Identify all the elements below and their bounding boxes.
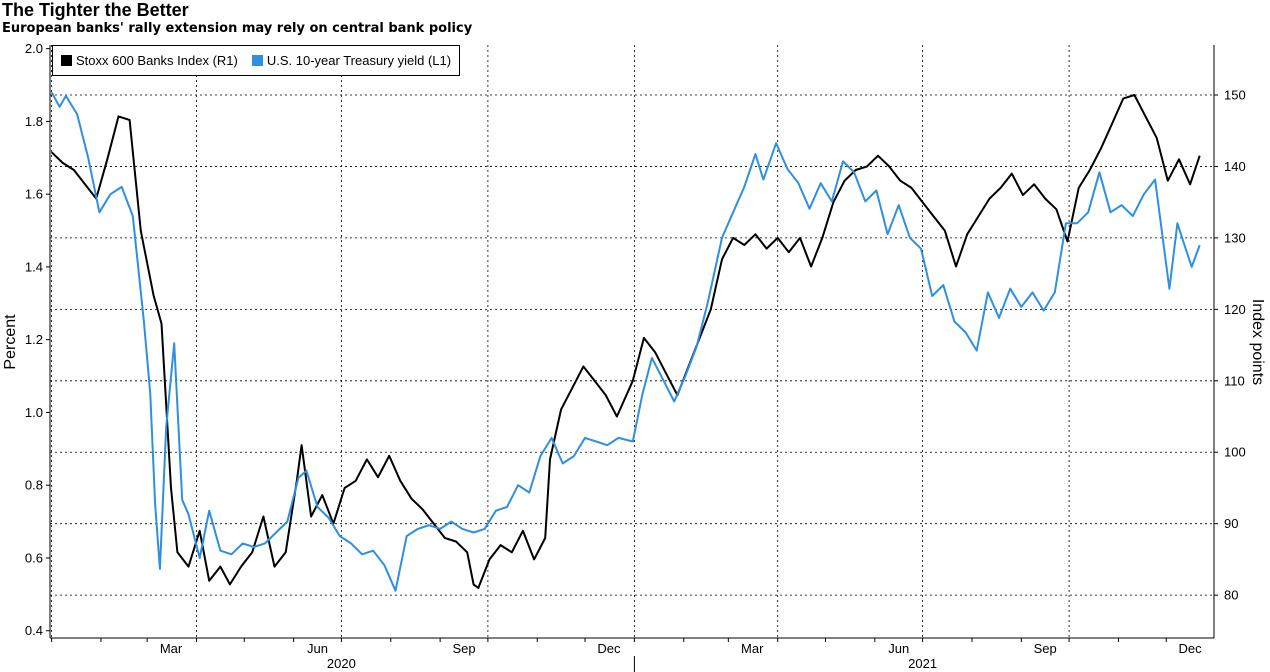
left-axis-label: Percent — [2, 314, 19, 370]
x-month-label: Mar — [160, 641, 183, 656]
x-axis-ticks: Mar Jun Sep Dec Mar Jun Sep Dec 2020 2021 — [51, 638, 1203, 672]
left-tick-label: 1.2 — [25, 332, 43, 347]
chart-subtitle: European banks' rally extension may rely… — [2, 21, 473, 36]
right-tick-label: 130 — [1224, 230, 1246, 245]
left-tick-label: 1.4 — [25, 259, 43, 274]
legend-item-yield: U.S. 10-year Treasury yield (L1) — [251, 53, 452, 68]
left-tick-label: 2.0 — [25, 41, 43, 56]
axes — [49, 45, 1215, 639]
x-year-label: 2021 — [908, 656, 937, 671]
right-tick-label: 90 — [1224, 516, 1238, 531]
x-month-label: Dec — [1179, 641, 1203, 656]
right-tick-label: 120 — [1224, 302, 1246, 317]
series-line-treasury-yield — [50, 91, 1201, 592]
right-tick-label: 140 — [1224, 159, 1246, 174]
x-year-label: 2020 — [327, 656, 356, 671]
left-tick-label: 0.6 — [25, 550, 43, 565]
right-tick-label: 80 — [1224, 588, 1238, 603]
x-month-label: Jun — [307, 641, 328, 656]
x-month-label: Jun — [888, 641, 909, 656]
left-axis-ticks: 0.4 0.6 0.8 1.0 1.2 1.4 1.6 1.8 2.0 — [25, 41, 50, 638]
chart-title: The Tighter the Better — [2, 0, 189, 20]
x-month-label: Mar — [741, 641, 764, 656]
left-tick-label: 1.6 — [25, 187, 43, 202]
right-tick-label: 100 — [1224, 445, 1246, 460]
right-tick-label: 110 — [1224, 373, 1245, 388]
chart-legend: Stoxx 600 Banks Index (R1) U.S. 10-year … — [52, 45, 461, 76]
gridlines — [50, 45, 1214, 638]
right-axis-ticks: 80 90 100 110 120 130 140 150 — [1214, 88, 1246, 603]
x-month-label: Sep — [452, 641, 475, 656]
legend-label-yield: U.S. 10-year Treasury yield (L1) — [266, 53, 452, 68]
legend-swatch-yield — [251, 55, 263, 66]
series-line-banks-index — [50, 94, 1201, 589]
left-tick-label: 1.0 — [25, 405, 43, 420]
legend-item-banks: Stoxx 600 Banks Index (R1) — [61, 53, 238, 68]
series-lines — [50, 91, 1201, 592]
left-tick-label: 0.4 — [25, 623, 43, 638]
left-tick-label: 1.8 — [25, 114, 43, 129]
right-tick-label: 150 — [1224, 88, 1246, 103]
legend-label-banks: Stoxx 600 Banks Index (R1) — [76, 53, 238, 68]
left-tick-label: 0.8 — [25, 478, 43, 493]
right-axis-label: Index points — [1249, 299, 1266, 385]
x-month-label: Dec — [597, 641, 621, 656]
legend-swatch-banks — [61, 55, 72, 66]
x-month-label: Sep — [1034, 641, 1057, 656]
